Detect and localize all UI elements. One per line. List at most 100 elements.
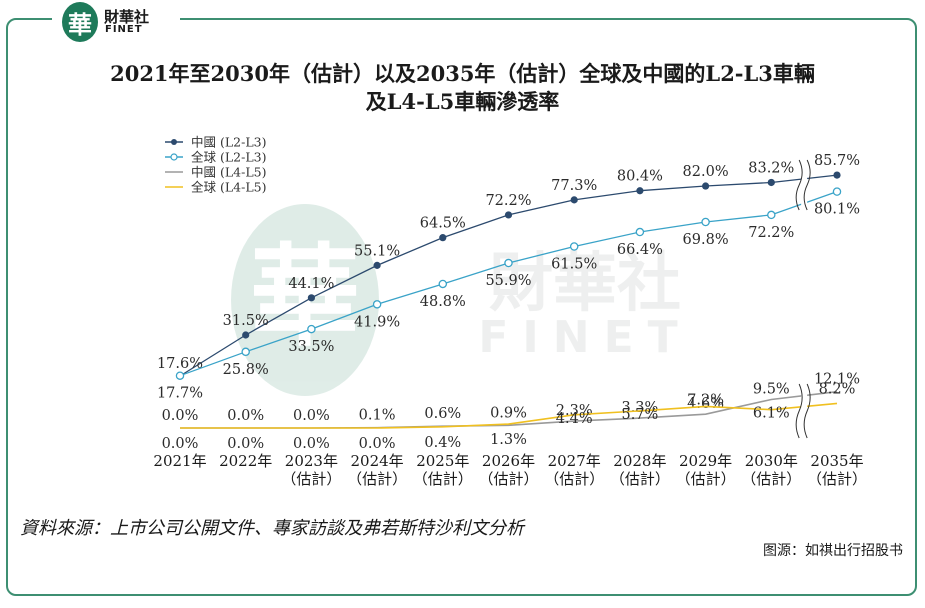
data-point-global_l2l3 — [372, 300, 382, 309]
series-line-global_l4l5 — [180, 402, 838, 429]
data-label-china_l2l3: 55.1% — [354, 243, 400, 259]
axis-break-mark — [795, 383, 803, 439]
axis-break-gap — [801, 160, 808, 210]
data-label-global_l4l5: 6.1% — [753, 406, 790, 422]
data-point-global_l2l3 — [832, 187, 842, 196]
data-label-global_l4l5: 0.0% — [162, 436, 199, 452]
logo-emblem: 華 — [62, 2, 98, 42]
x-tick-sublabel: （估計） — [807, 470, 867, 488]
data-label-global_l2l3: 55.9% — [485, 273, 531, 289]
data-label-global_l2l3: 72.2% — [748, 225, 794, 241]
x-tick-label: 2022年 — [219, 452, 272, 470]
data-label-global_l4l5: 8.2% — [819, 381, 856, 397]
data-label-global_l2l3: 80.1% — [814, 202, 860, 218]
data-label-china_l2l3: 80.4% — [617, 169, 663, 185]
data-point-global_l2l3 — [175, 371, 185, 380]
data-point-china_l2l3 — [307, 294, 315, 302]
finet-logo: 華 財華社 FINET — [52, 2, 180, 42]
data-label-global_l2l3: 17.7% — [157, 386, 203, 402]
data-point-china_l2l3 — [833, 171, 841, 179]
data-label-china_l4l5: 9.5% — [753, 382, 790, 398]
data-label-global_l2l3: 25.8% — [223, 362, 269, 378]
data-label-global_l4l5: 0.0% — [227, 436, 264, 452]
data-point-china_l2l3 — [242, 331, 250, 339]
data-label-global_l4l5: 0.0% — [293, 436, 330, 452]
data-label-china_l2l3: 31.5% — [223, 313, 269, 329]
x-tick-label: 2027年 — [548, 452, 601, 470]
data-label-china_l2l3: 85.7% — [814, 153, 860, 169]
data-point-china_l2l3 — [373, 261, 381, 269]
data-label-china_l2l3: 17.6% — [157, 356, 203, 372]
x-tick-sublabel: （估計） — [478, 470, 538, 488]
x-tick-label: 2029年 — [679, 452, 732, 470]
data-label-china_l4l5: 4.6% — [687, 396, 724, 412]
legend-label-china_l2l3: 中國 (L2-L3) — [191, 135, 266, 150]
data-point-global_l2l3 — [241, 347, 250, 357]
data-label-china_l4l5: 0.0% — [227, 408, 264, 424]
watermark-emblem — [231, 204, 379, 396]
legend-label-china_l4l5: 中國 (L4-L5) — [191, 165, 266, 180]
data-point-china_l2l3 — [767, 178, 775, 187]
x-tick-sublabel: （估計） — [610, 470, 670, 488]
data-point-china_l2l3 — [504, 211, 513, 219]
data-label-china_l4l5: 0.6% — [424, 406, 461, 422]
data-label-global_l2l3: 33.5% — [288, 339, 334, 355]
data-label-global_l4l5: 7.2% — [687, 392, 724, 408]
data-label-global_l2l3: 69.8% — [683, 232, 729, 248]
x-tick-sublabel: （估計） — [413, 470, 473, 488]
data-label-global_l2l3: 61.5% — [551, 256, 597, 272]
data-label-global_l4l5: 0.0% — [359, 436, 396, 452]
data-point-china_l2l3 — [636, 187, 644, 195]
data-point-global_l2l3 — [504, 258, 513, 268]
data-label-china_l2l3: 77.3% — [551, 178, 597, 194]
axis-break-gap — [801, 384, 808, 438]
x-tick-sublabel: （估計） — [544, 470, 604, 488]
data-label-china_l4l5: 0.9% — [490, 405, 527, 421]
data-label-global_l2l3: 41.9% — [354, 314, 400, 330]
watermark-name-en: FINET — [478, 312, 691, 363]
data-label-china_l2l3: 82.0% — [683, 164, 729, 180]
data-point-global_l2l3 — [635, 227, 645, 237]
data-label-china_l2l3: 83.2% — [748, 160, 794, 176]
x-tick-label: 2030年 — [745, 452, 798, 470]
data-point-china_l2l3 — [439, 234, 447, 242]
x-tick-label: 2024年 — [351, 452, 404, 470]
chart-title-line1: 2021年至2030年（估計）以及2035年（估計）全球及中國的L2-L3車輛 — [110, 61, 815, 86]
data-point-china_l2l3 — [702, 182, 710, 190]
data-label-china_l4l5: 0.1% — [359, 408, 396, 424]
data-point-global_l2l3 — [569, 242, 579, 251]
legend-label-global_l4l5: 全球 (L4-L5) — [191, 180, 266, 195]
data-label-china_l4l5: 2.3% — [556, 403, 593, 419]
data-point-global_l2l3 — [701, 217, 710, 227]
data-point-global_l2l3 — [307, 324, 316, 334]
source-note: 資料來源：上市公司公開文件、專家訪談及弗若斯特沙利文分析 — [20, 518, 524, 539]
x-tick-label: 2028年 — [613, 452, 666, 470]
chart-frame — [6, 18, 917, 596]
watermark-glyph: 華 — [250, 233, 360, 361]
legend-marker-global_l2l3 — [170, 153, 178, 161]
legend-marker-china_l2l3 — [171, 139, 177, 145]
x-tick-label: 2026年 — [482, 452, 535, 470]
x-tick-sublabel: （估計） — [676, 470, 736, 488]
data-label-china_l2l3: 44.1% — [288, 276, 334, 292]
data-label-global_l4l5: 5.7% — [621, 407, 658, 423]
data-point-global_l2l3 — [438, 279, 448, 289]
data-label-global_l4l5: 1.3% — [490, 432, 527, 448]
x-tick-label: 2025年 — [416, 452, 469, 470]
logo-name-cn: 財華社 — [104, 8, 150, 26]
data-label-global_l4l5: 0.4% — [424, 435, 461, 451]
data-point-global_l2l3 — [767, 210, 776, 220]
x-tick-label: 2021年 — [153, 452, 206, 470]
x-tick-label: 2035年 — [810, 452, 863, 470]
data-label-global_l2l3: 48.8% — [420, 294, 466, 310]
data-point-china_l2l3 — [570, 196, 578, 204]
data-label-china_l4l5: 0.0% — [293, 408, 330, 424]
axis-break-mark — [803, 383, 811, 439]
data-label-global_l4l5: 4.4% — [556, 411, 593, 427]
x-tick-sublabel: （估計） — [281, 470, 341, 488]
data-label-china_l4l5: 0.0% — [162, 408, 199, 424]
image-credit: 图源：如祺出行招股书 — [763, 543, 903, 559]
axis-break-mark — [795, 159, 803, 211]
legend-label-global_l2l3: 全球 (L2-L3) — [191, 150, 266, 165]
